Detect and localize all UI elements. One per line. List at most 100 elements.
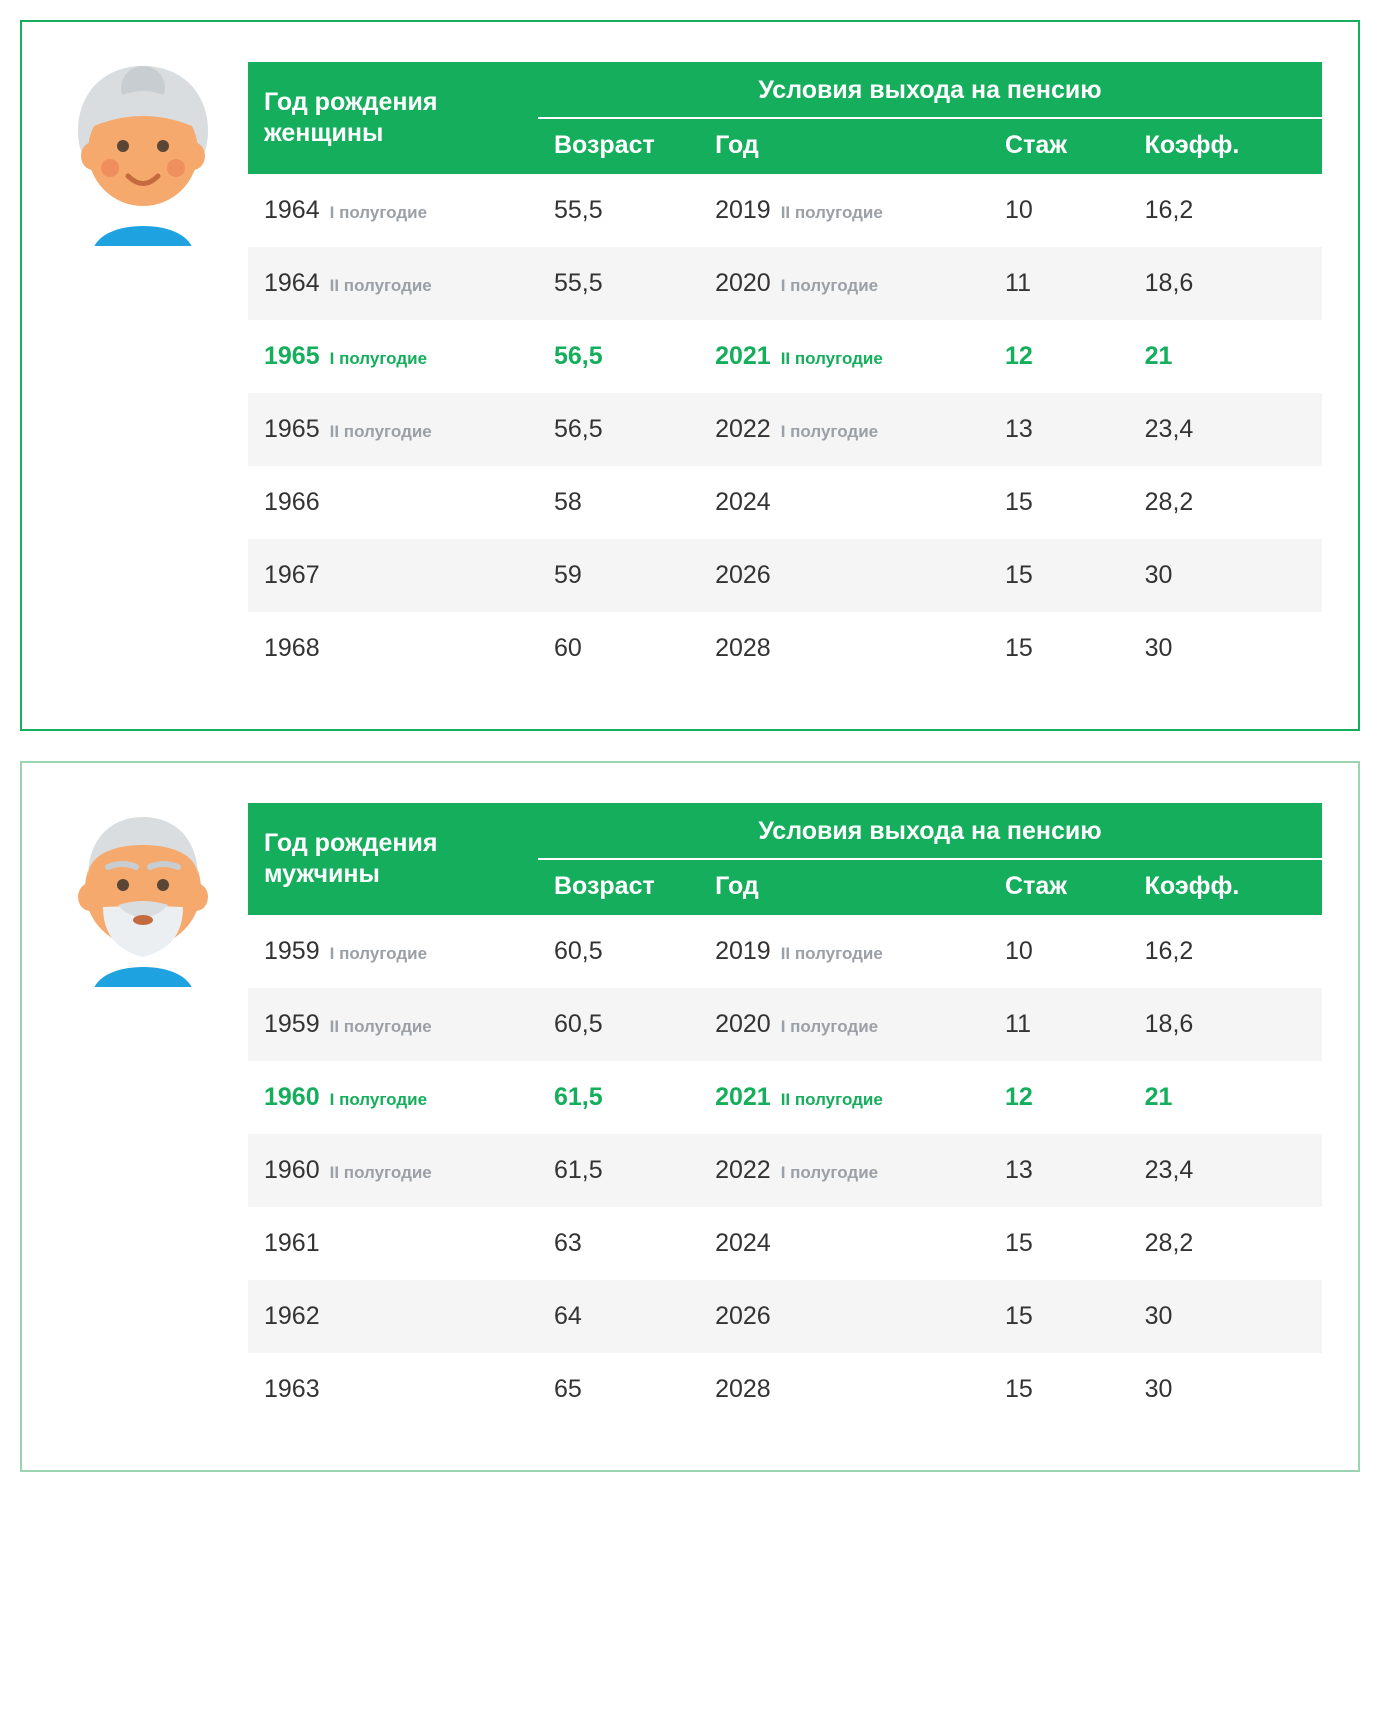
cell-birth-year: 1967 [248,539,538,612]
birth-year-subtext: I полугодие [330,1090,427,1110]
retire-year-value: 2024 [715,1229,771,1257]
cell-age: 61,5 [538,1061,699,1134]
cell-birth-year: 1963 [248,1353,538,1426]
cell-koef: 30 [1129,612,1322,685]
retire-year-subtext: I полугодие [781,1017,878,1037]
men-avatar-col [58,803,228,987]
women-table-head: Год рождения женщины Условия выхода на п… [248,62,1322,174]
cell-retire-year: 2019II полугодие [699,915,989,988]
cell-retire-year: 2020I полугодие [699,247,989,320]
table-row: 1960I полугодие61,52021II полугодие1221 [248,1061,1322,1134]
birth-year-subtext: II полугодие [330,276,432,296]
cell-birth-year: 1962 [248,1280,538,1353]
cell-stazh: 10 [989,174,1129,247]
retire-year-subtext: II полугодие [781,203,883,223]
cell-retire-year: 2022 I полугодие [699,393,989,466]
header-conditions: Условия выхода на пенсию [538,803,1322,859]
men-table-body: 1959 I полугодие 60,52019II полугодие1016,… [248,915,1322,1426]
cell-age: 58 [538,466,699,539]
retire-year-value: 2021 [715,1083,771,1111]
cell-retire-year: 2021II полугодие [699,320,989,393]
table-row: 19686020281530 [248,612,1322,685]
cell-stazh: 15 [989,1280,1129,1353]
retire-year-subtext: I полугодие [781,422,878,442]
cell-age: 60,5 [538,988,699,1061]
table-row: 19636520281530 [248,1353,1322,1426]
birth-year-value: 1965 [264,415,320,443]
table-row: 1959 I полугодие 60,52019II полугодие1016,… [248,915,1322,988]
birth-year-value: 1967 [264,561,320,589]
header-koef: Коэфф. [1129,859,1322,915]
cell-retire-year: 2028 [699,612,989,685]
retire-year-subtext: I полугодие [781,1163,878,1183]
cell-age: 65 [538,1353,699,1426]
men-content-row: Год рождения мужчины Условия выхода на п… [58,803,1322,1426]
cell-retire-year: 2026 [699,539,989,612]
table-row: 19665820241528,2 [248,466,1322,539]
cell-birth-year: 1968 [248,612,538,685]
retire-year-value: 2022 [715,415,771,443]
header-age: Возраст [538,118,699,174]
retire-year-value: 2020 [715,269,771,297]
cell-retire-year: 2019II полугодие [699,174,989,247]
men-table-head: Год рождения мужчины Условия выхода на п… [248,803,1322,915]
cell-stazh: 11 [989,988,1129,1061]
cell-retire-year: 2026 [699,1280,989,1353]
birth-year-value: 1965 [264,342,320,370]
retire-year-value: 2026 [715,1302,771,1330]
cell-birth-year: 1961 [248,1207,538,1280]
cell-koef: 30 [1129,1280,1322,1353]
cell-age: 63 [538,1207,699,1280]
header-koef: Коэфф. [1129,118,1322,174]
cell-retire-year: 2020 I полугодие [699,988,989,1061]
birth-year-subtext: I полугодие [330,944,427,964]
retire-year-value: 2020 [715,1010,771,1038]
birth-year-value: 1968 [264,634,320,662]
cell-age: 60 [538,612,699,685]
cell-retire-year: 2024 [699,1207,989,1280]
men-table: Год рождения мужчины Условия выхода на п… [248,803,1322,1426]
cell-age: 60,5 [538,915,699,988]
cell-stazh: 15 [989,539,1129,612]
cell-koef: 28,2 [1129,466,1322,539]
cell-stazh: 15 [989,466,1129,539]
retire-year-value: 2021 [715,342,771,370]
cell-koef: 16,2 [1129,174,1322,247]
table-row: 1959II полугодие60,52020I полугодие1118,… [248,988,1322,1061]
header-stazh: Стаж [989,859,1129,915]
table-row: 19616320241528,2 [248,1207,1322,1280]
header-year: Год [699,859,989,915]
cell-age: 64 [538,1280,699,1353]
cell-age: 56,5 [538,320,699,393]
table-row: 1964II полугодие55,52020I полугодие1118,… [248,247,1322,320]
cell-age: 55,5 [538,247,699,320]
cell-birth-year: 1960II полугодие [248,1134,538,1207]
elderly-man-icon [58,797,228,987]
cell-stazh: 13 [989,1134,1129,1207]
women-panel: Год рождения женщины Условия выхода на п… [20,20,1360,731]
cell-stazh: 15 [989,1353,1129,1426]
cell-stazh: 10 [989,915,1129,988]
cell-birth-year: 1964I полугодие [248,174,538,247]
birth-year-subtext: II полугодие [330,422,432,442]
birth-year-value: 1966 [264,488,320,516]
cell-stazh: 13 [989,393,1129,466]
cell-age: 59 [538,539,699,612]
birth-year-value: 1960 [264,1083,320,1111]
men-panel: Год рождения мужчины Условия выхода на п… [20,761,1360,1472]
retire-year-value: 2022 [715,1156,771,1184]
birth-year-value: 1964 [264,269,320,297]
cell-birth-year: 1965 II полугодие [248,393,538,466]
women-table-body: 1964I полугодие55,52019II полугодие1016,… [248,174,1322,685]
birth-year-value: 1959 [264,937,320,965]
cell-koef: 16,2 [1129,915,1322,988]
cell-retire-year: 2022 I полугодие [699,1134,989,1207]
header-age: Возраст [538,859,699,915]
table-row: 1965I полугодие56,52021II полугодие1221 [248,320,1322,393]
cell-stazh: 12 [989,1061,1129,1134]
retire-year-value: 2028 [715,634,771,662]
cell-stazh: 12 [989,320,1129,393]
cell-retire-year: 2021II полугодие [699,1061,989,1134]
cell-stazh: 11 [989,247,1129,320]
header-birth-year-women: Год рождения женщины [248,62,538,174]
